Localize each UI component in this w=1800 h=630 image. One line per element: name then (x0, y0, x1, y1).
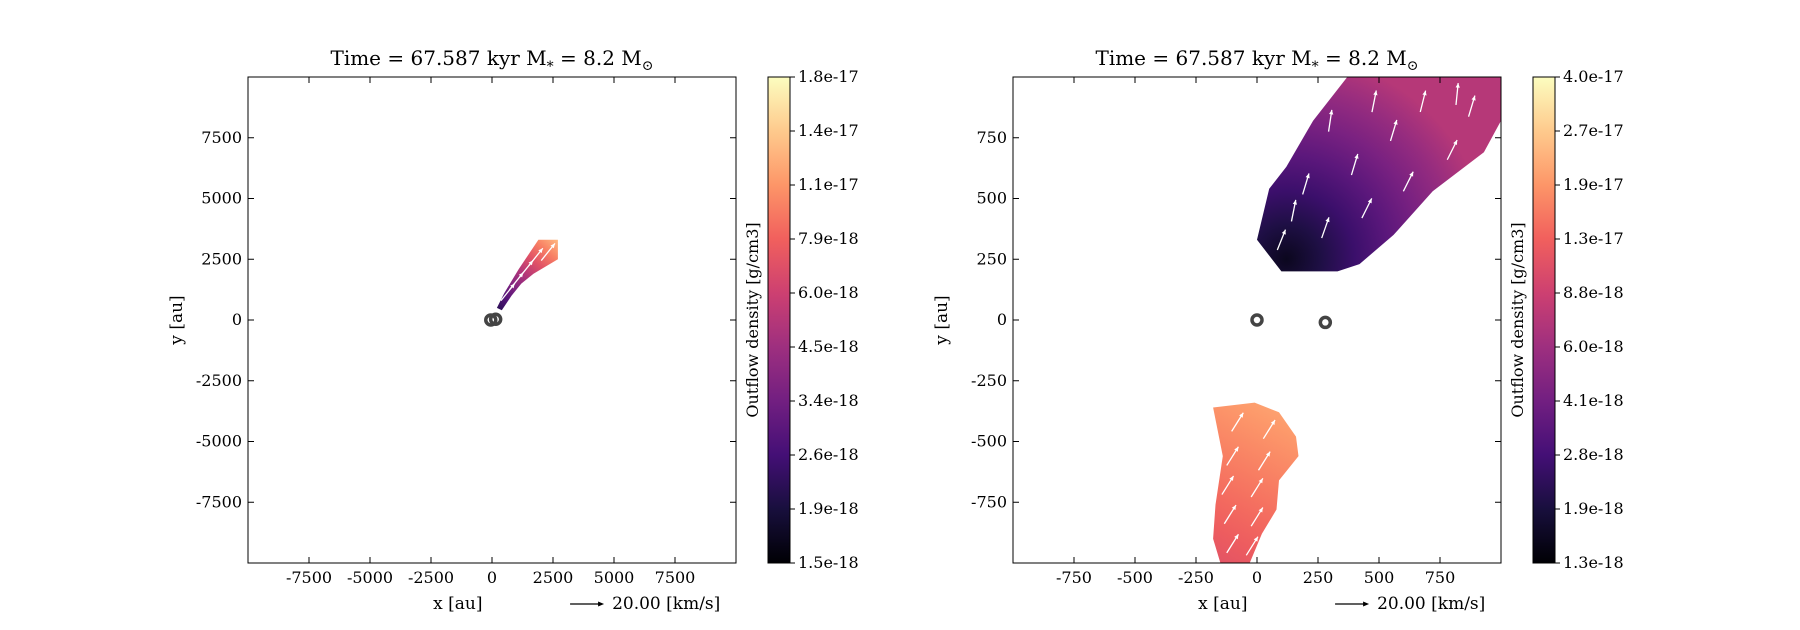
colorbar (1532, 76, 1556, 564)
colorbar-tick-label: 1.4e-17 (798, 121, 859, 140)
velocity-arrow (1226, 533, 1239, 554)
right-panel: -750 -500 -250 0 250 500 750 -750 -500 -250 0 250 50… (932, 46, 1624, 614)
quiver-key-arrowhead (598, 601, 605, 607)
y-tick-label: -7500 (196, 492, 242, 511)
y-tick-label: 750 (976, 128, 1007, 147)
velocity-arrow (1221, 475, 1235, 495)
velocity-arrow (1419, 90, 1427, 113)
velocity-arrow (1361, 198, 1373, 219)
colorbar-label: Outflow density [g/cm3] (1508, 222, 1527, 417)
left-panel: -7500 -5000 -2500 0 2500 5000 7500 -7500 -5000 -2… (167, 46, 859, 614)
y-tick-label: 2500 (201, 249, 242, 268)
velocity-arrow (1302, 173, 1310, 195)
velocity-arrow (1467, 95, 1476, 117)
quiver-key-label: 20.00 [km/s] (612, 594, 720, 614)
velocity-arrow (1226, 446, 1239, 466)
colorbar-tick-label: 6.0e-18 (1563, 337, 1624, 356)
x-tick-label: 2500 (533, 568, 574, 587)
quiver-key-arrowhead (1363, 601, 1370, 607)
y-tick-label: -250 (971, 371, 1007, 390)
velocity-arrow (1250, 507, 1264, 527)
x-tick-label: -7500 (286, 568, 332, 587)
colorbar-tick-label: 1.1e-17 (798, 175, 859, 194)
sink-particle-marker (1318, 315, 1333, 330)
y-tick-label: -500 (971, 432, 1007, 451)
colorbar-tick-label: 2.6e-18 (798, 445, 859, 464)
x-tick-label: 0 (487, 568, 497, 587)
y-tick-label: 0 (997, 310, 1007, 329)
velocity-arrow (1257, 451, 1271, 471)
x-tick-label: 0 (1252, 568, 1262, 587)
outflow-regions (1213, 77, 1501, 563)
velocity-arrow (1446, 139, 1458, 161)
x-tick-label: -750 (1056, 568, 1092, 587)
y-tick-label: -2500 (196, 371, 242, 390)
x-tick-label: 250 (1303, 568, 1334, 587)
velocity-arrow (1350, 153, 1359, 176)
y-tick-label: -750 (971, 492, 1007, 511)
panel-title: Time = 67.587 kyr M* = 8.2 M⊙ (330, 46, 653, 75)
velocity-arrow (1290, 199, 1297, 222)
velocity-arrow (1371, 90, 1378, 113)
velocity-arrow (540, 242, 556, 261)
colorbar-tick-label: 1.3e-18 (1563, 553, 1624, 572)
x-tick-label: 7500 (655, 568, 696, 587)
colorbar-tick-label: 1.5e-18 (798, 553, 859, 572)
colorbar-tick-label: 2.8e-18 (1563, 445, 1624, 464)
velocity-arrow (1321, 217, 1330, 239)
colorbar-label: Outflow density [g/cm3] (743, 222, 762, 417)
velocity-arrow (1276, 229, 1287, 251)
velocity-arrow (1389, 119, 1398, 142)
y-tick-label: 0 (232, 310, 242, 329)
x-tick-label: -250 (1178, 568, 1214, 587)
x-axis-label: x [au] (1198, 594, 1247, 614)
colorbar-tick-label: 8.8e-18 (1563, 283, 1624, 302)
velocity-arrow (1327, 109, 1334, 132)
x-tick-label: 500 (1364, 568, 1395, 587)
sink-particle-marker (488, 312, 503, 327)
colorbar-tick-label: 1.9e-17 (1563, 175, 1624, 194)
panel-title: Time = 67.587 kyr M* = 8.2 M⊙ (1095, 46, 1418, 75)
colorbar-tick-label: 7.9e-18 (798, 229, 859, 248)
velocity-arrow (1245, 536, 1259, 556)
y-tick-label: 500 (976, 189, 1007, 208)
colorbar (767, 76, 791, 564)
outflow-region (1257, 77, 1501, 272)
colorbar-tick-label: 4.0e-17 (1563, 67, 1624, 86)
outflow-regions (496, 239, 558, 311)
colorbar-tick-label: 1.9e-18 (1563, 499, 1624, 518)
sink-particle-marker (1250, 313, 1264, 327)
colorbar-tick-label: 1.9e-18 (798, 499, 859, 518)
colorbar-tick-label: 4.5e-18 (798, 337, 859, 356)
velocity-arrow (1455, 82, 1460, 106)
y-axis-label: y [au] (932, 295, 952, 345)
y-axis-label: y [au] (167, 295, 187, 345)
quiver-key-label: 20.00 [km/s] (1377, 594, 1485, 614)
x-tick-label: -5000 (347, 568, 393, 587)
x-tick-label: 5000 (594, 568, 635, 587)
y-tick-label: 250 (976, 249, 1007, 268)
velocity-arrow (1231, 412, 1244, 432)
colorbar-tick-label: 1.3e-17 (1563, 229, 1624, 248)
y-tick-label: 7500 (201, 128, 242, 147)
y-tick-label: -5000 (196, 432, 242, 451)
y-tick-label: 5000 (201, 189, 242, 208)
colorbar-tick-label: 3.4e-18 (798, 391, 859, 410)
x-tick-label: -500 (1117, 568, 1153, 587)
velocity-arrow (1262, 419, 1276, 440)
colorbar-tick-label: 1.8e-17 (798, 67, 859, 86)
x-tick-label: 750 (1425, 568, 1456, 587)
x-tick-label: -2500 (408, 568, 454, 587)
x-axis-label: x [au] (433, 594, 482, 614)
colorbar-tick-label: 2.7e-17 (1563, 121, 1624, 140)
velocity-arrow (1402, 171, 1414, 192)
outflow-region (496, 239, 558, 311)
outflow-region (1213, 402, 1299, 563)
velocity-arrow (528, 247, 544, 266)
velocity-arrow (1223, 504, 1237, 525)
velocity-arrow (1250, 477, 1264, 498)
colorbar-tick-label: 6.0e-18 (798, 283, 859, 302)
colorbar-tick-label: 4.1e-18 (1563, 391, 1624, 410)
